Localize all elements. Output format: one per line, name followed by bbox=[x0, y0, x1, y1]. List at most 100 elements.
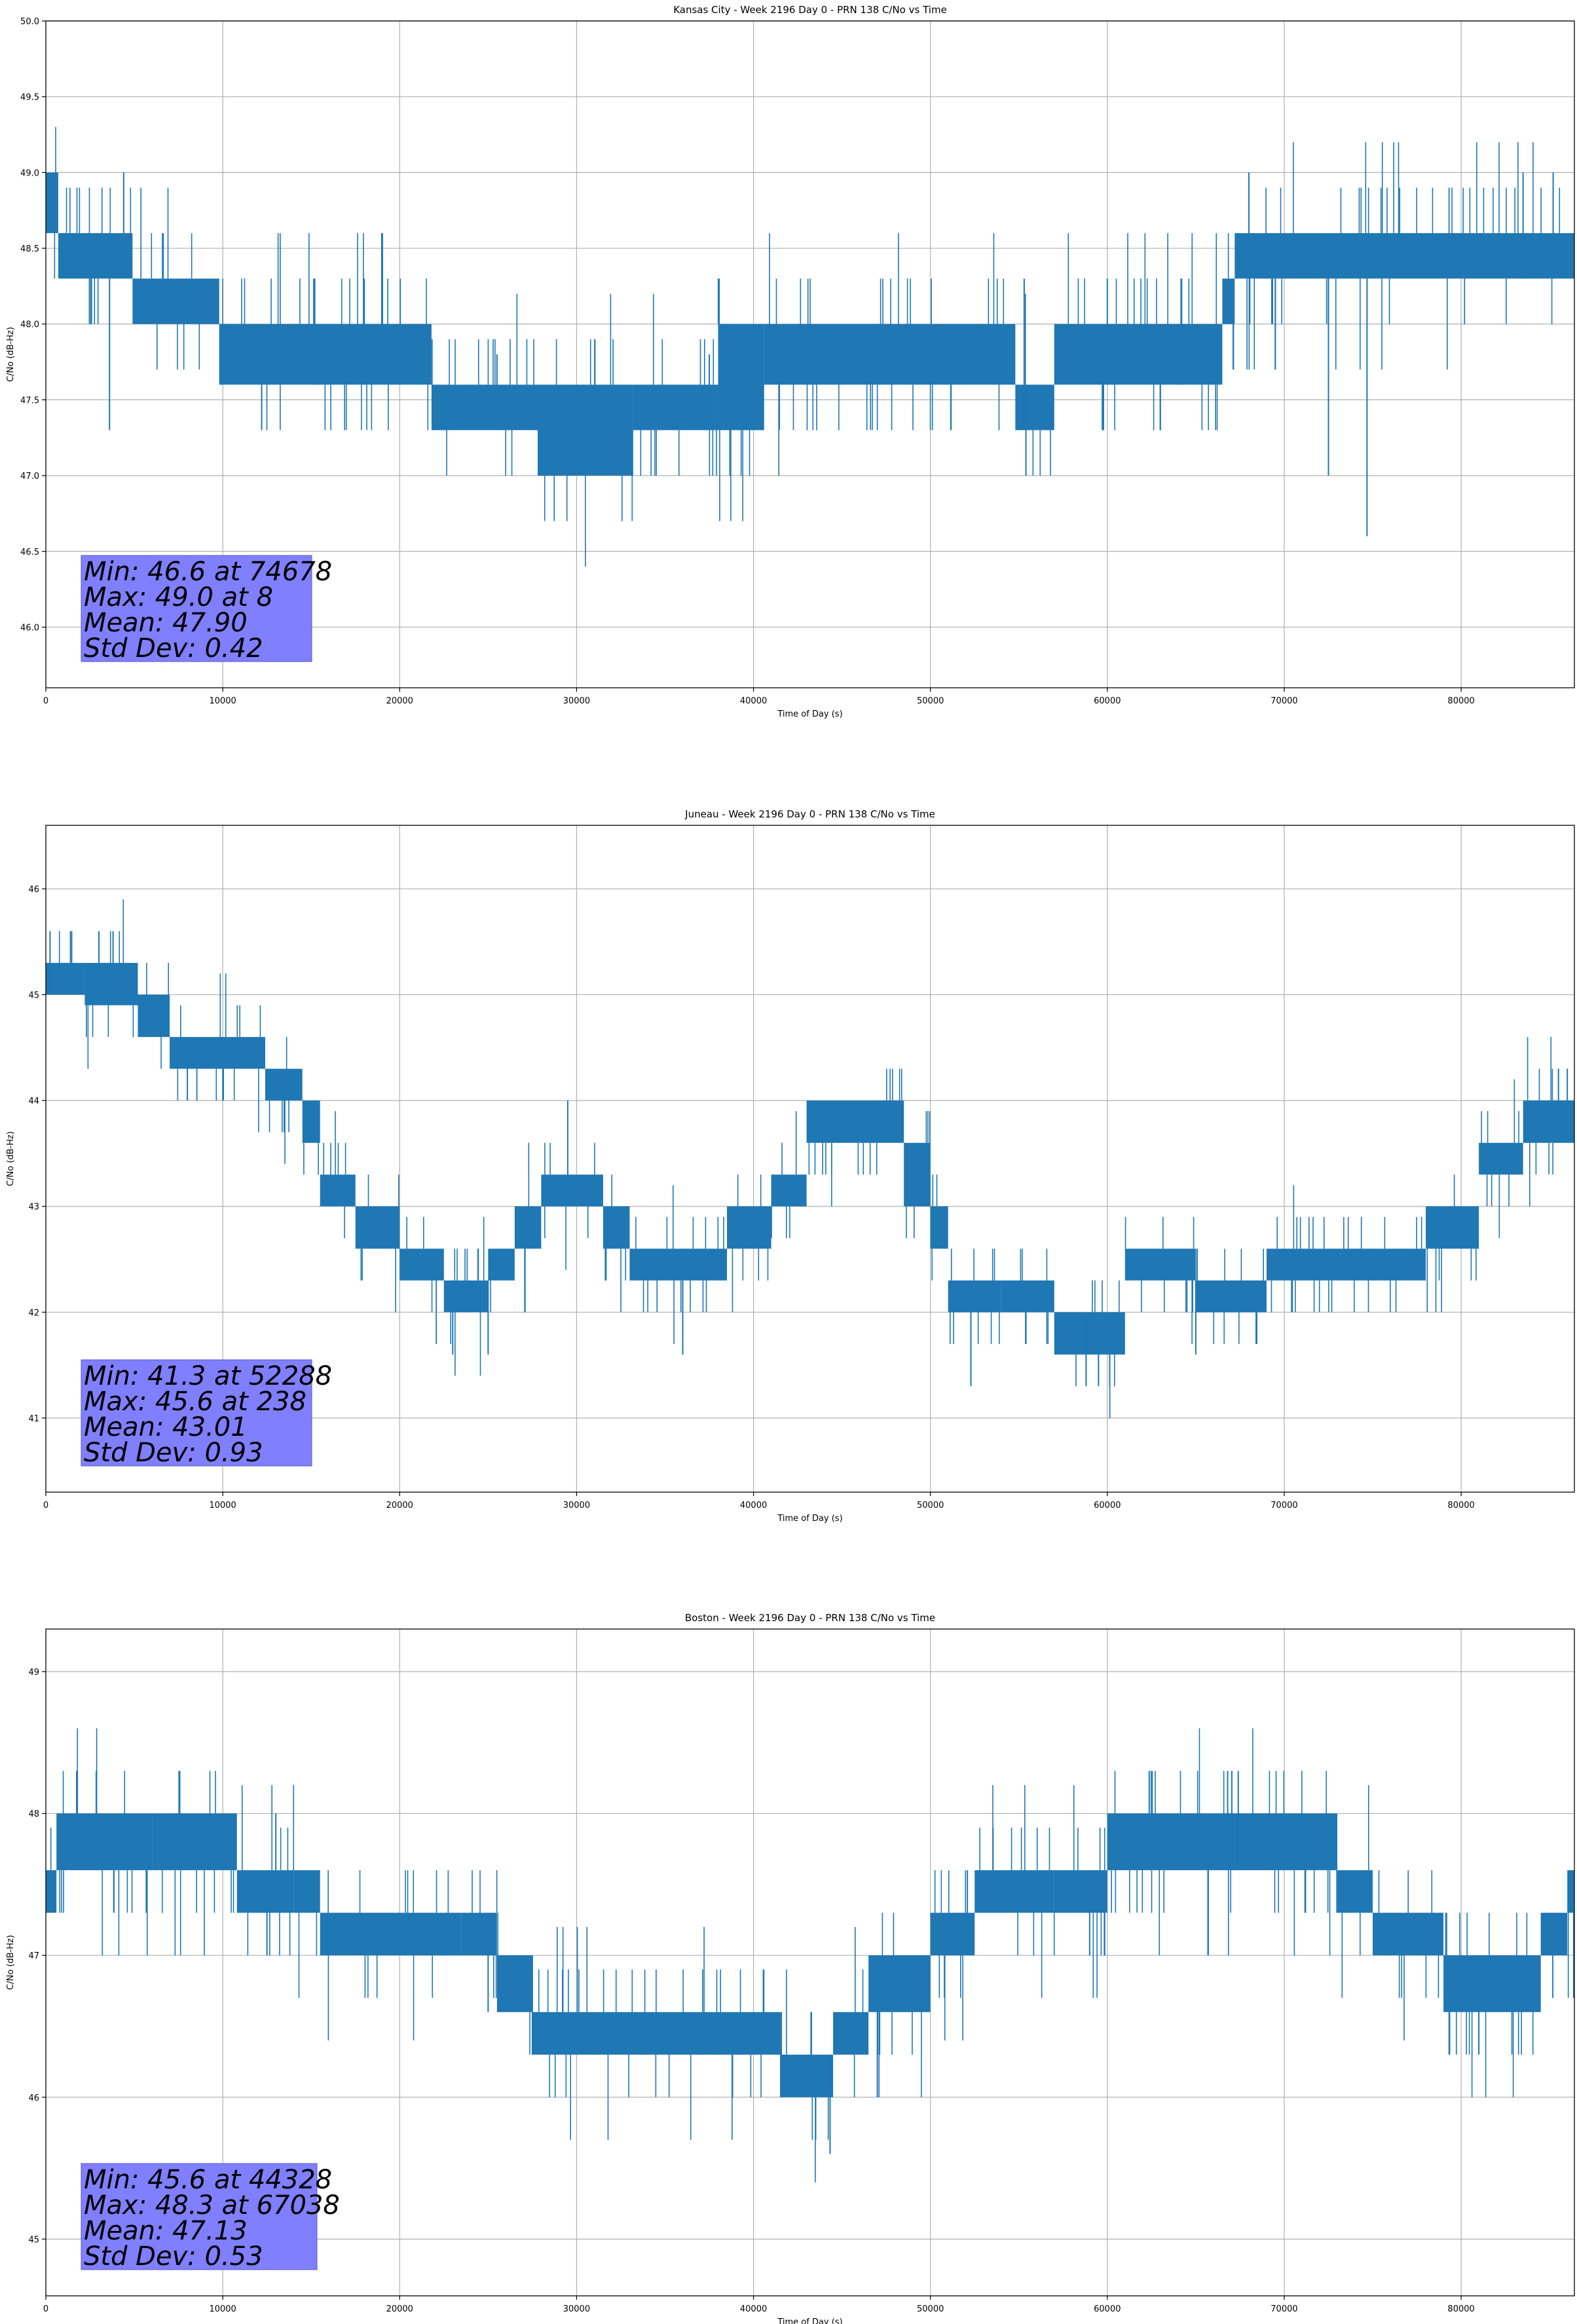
x-axis-label: Time of Day (s) bbox=[777, 2317, 842, 2324]
series-band bbox=[1373, 1913, 1444, 1956]
series-band bbox=[1443, 1955, 1541, 2012]
series-band bbox=[806, 1100, 904, 1143]
series-band bbox=[633, 384, 718, 430]
x-tick-label: 30000 bbox=[563, 2304, 590, 2314]
series-band bbox=[1540, 1913, 1568, 1956]
y-tick-label: 47 bbox=[28, 1951, 39, 1961]
series-band bbox=[1222, 278, 1235, 324]
x-axis-label: Time of Day (s) bbox=[777, 1514, 842, 1524]
x-axis: 0 10000 20000 30000 40000 50000 60000 70000 8000… bbox=[43, 2296, 1475, 2314]
x-tick-label: 40000 bbox=[740, 1501, 767, 1510]
x-tick-label: 70000 bbox=[1271, 696, 1297, 706]
series-band bbox=[833, 2012, 869, 2055]
plot-frame bbox=[45, 20, 1575, 688]
y-tick-label: 47.5 bbox=[20, 396, 39, 405]
y-tick-label: 46 bbox=[28, 2093, 39, 2103]
x-axis: 0 10000 20000 30000 40000 50000 60000 70000 8000… bbox=[43, 688, 1475, 706]
y-tick-label: 47.0 bbox=[20, 472, 39, 481]
series-band bbox=[541, 1174, 603, 1207]
series-band bbox=[1015, 384, 1054, 430]
y-axis-label: C/No (dB-Hz) bbox=[6, 1935, 16, 1990]
y-tick-label: 46.5 bbox=[20, 548, 39, 557]
series-band bbox=[132, 278, 219, 324]
series-band bbox=[1054, 1312, 1125, 1355]
chart-3: 0 10000 20000 30000 40000 50000 60000 70000 8000… bbox=[6, 1612, 1575, 2324]
series-band bbox=[1266, 1248, 1426, 1281]
x-tick-label: 30000 bbox=[563, 1501, 590, 1510]
x-tick-label: 0 bbox=[43, 2304, 48, 2314]
stats-line: Max: 45.6 at 238 bbox=[84, 1387, 306, 1417]
x-tick-label: 30000 bbox=[563, 696, 590, 706]
chart-title: Kansas City - Week 2196 Day 0 - PRN 138 … bbox=[673, 4, 947, 16]
series-band bbox=[532, 2012, 781, 2055]
series-band bbox=[46, 172, 58, 233]
y-tick-label: 49 bbox=[28, 1668, 39, 1677]
stats-box-bg bbox=[81, 555, 312, 662]
chart-2: 0 10000 20000 30000 40000 50000 60000 70000 8000… bbox=[6, 808, 1575, 1524]
y-tick-label: 46 bbox=[28, 885, 39, 895]
series-band bbox=[443, 1280, 489, 1313]
series-band bbox=[537, 384, 633, 476]
y-tick-label: 41 bbox=[28, 1414, 39, 1424]
series-band bbox=[868, 1955, 931, 2012]
series-band bbox=[46, 963, 85, 995]
series-band bbox=[727, 1206, 771, 1249]
stats-line: Mean: 47.13 bbox=[84, 2216, 248, 2246]
chart-1: 0 10000 20000 30000 40000 50000 60000 70000 8000… bbox=[6, 4, 1575, 719]
y-tick-label: 49.0 bbox=[20, 168, 39, 178]
series-band bbox=[1567, 1870, 1574, 1913]
x-tick-label: 40000 bbox=[740, 2304, 767, 2314]
y-axis: 46.0 46.5 47.0 47.5 48.0 48.5 49.0 49.5 50.0 bbox=[20, 17, 46, 633]
y-tick-label: 42 bbox=[28, 1308, 39, 1318]
x-tick-label: 10000 bbox=[209, 1501, 236, 1510]
series-band bbox=[514, 1206, 542, 1249]
y-tick-label: 49.5 bbox=[20, 93, 39, 103]
series-band bbox=[1195, 1280, 1267, 1313]
series-band bbox=[46, 1870, 57, 1913]
x-tick-label: 80000 bbox=[1447, 696, 1474, 706]
series-band bbox=[461, 1913, 497, 1956]
x-tick-label: 20000 bbox=[386, 1501, 413, 1510]
stats-line: Mean: 47.90 bbox=[84, 608, 248, 638]
series-band bbox=[399, 1248, 444, 1281]
series-band bbox=[138, 994, 170, 1038]
x-tick-label: 0 bbox=[43, 696, 48, 706]
series-line bbox=[46, 899, 1574, 1418]
series-band bbox=[1234, 233, 1574, 279]
x-axis: 0 10000 20000 30000 40000 50000 60000 70000 8000… bbox=[43, 1492, 1475, 1510]
stats-line: Std Dev: 0.42 bbox=[84, 633, 263, 664]
series-band bbox=[1337, 1870, 1373, 1913]
series-band bbox=[320, 1913, 462, 1956]
x-tick-label: 80000 bbox=[1447, 1501, 1474, 1510]
x-tick-label: 20000 bbox=[386, 696, 413, 706]
y-tick-label: 43 bbox=[28, 1203, 39, 1212]
stats-box-bg bbox=[81, 1359, 312, 1467]
series-band bbox=[1054, 324, 1223, 385]
series-band bbox=[780, 2054, 834, 2097]
y-tick-label: 48.0 bbox=[20, 320, 39, 330]
x-tick-label: 70000 bbox=[1271, 2304, 1297, 2314]
series-band bbox=[219, 324, 432, 385]
series-band bbox=[1523, 1100, 1574, 1143]
series-band bbox=[603, 1206, 630, 1249]
stats-line: Min: 46.6 at 74678 bbox=[84, 557, 332, 587]
y-tick-label: 48.5 bbox=[20, 244, 39, 254]
y-axis: 45 46 47 48 49 bbox=[28, 1668, 46, 2245]
stats-line: Max: 49.0 at 8 bbox=[84, 582, 273, 612]
stats-box-bg bbox=[81, 2163, 318, 2270]
series-band bbox=[904, 1142, 931, 1207]
series-band bbox=[1479, 1142, 1523, 1175]
series-band bbox=[56, 1813, 153, 1871]
x-tick-label: 20000 bbox=[386, 2304, 413, 2314]
plot-frame bbox=[45, 1628, 1575, 2296]
x-axis-label: Time of Day (s) bbox=[777, 709, 842, 719]
series-line bbox=[46, 126, 1574, 567]
x-tick-label: 80000 bbox=[1447, 2304, 1474, 2314]
y-axis: 41 42 43 44 45 46 bbox=[28, 885, 46, 1424]
series-band bbox=[1124, 1248, 1196, 1281]
series-band bbox=[1054, 1870, 1107, 1913]
